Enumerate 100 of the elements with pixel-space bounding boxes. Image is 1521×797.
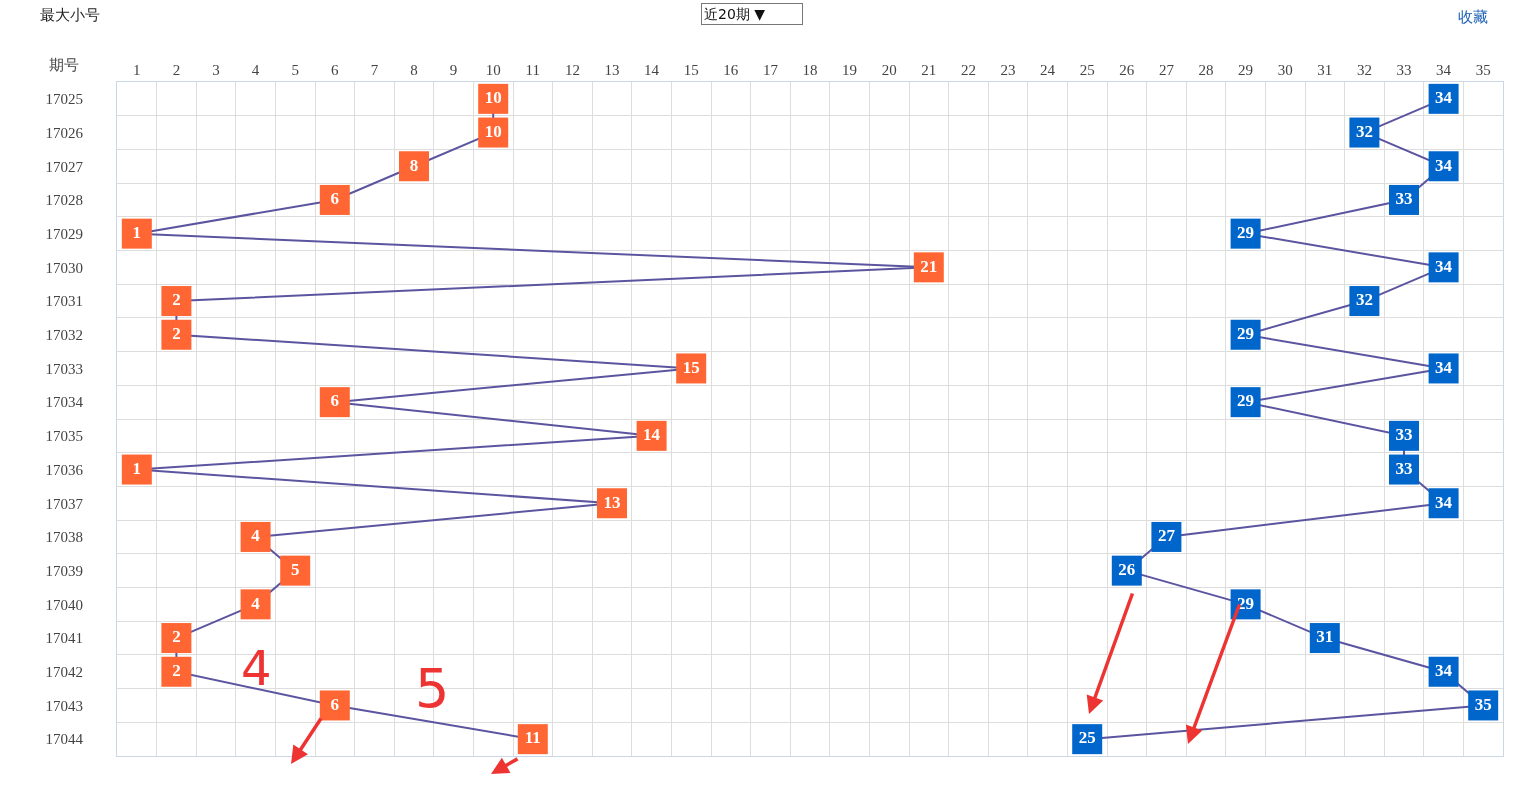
x-tick-label: 2	[172, 62, 181, 78]
point	[399, 151, 429, 182]
x-tick-label: 25	[1079, 62, 1095, 78]
data-label: 29	[1237, 391, 1255, 411]
data-label: 35	[1474, 694, 1492, 714]
data-label: 4	[251, 593, 261, 613]
y-tick-label: 17037	[45, 495, 84, 512]
x-tick-label: 28	[1198, 62, 1214, 78]
x-tick-label: 6	[331, 62, 340, 78]
x-tick-label: 14	[644, 62, 660, 78]
data-label: 34	[1435, 88, 1453, 108]
data-label: 33	[1395, 458, 1413, 478]
y-tick-label: 17042	[45, 664, 83, 680]
x-tick-label: 35	[1475, 62, 1491, 78]
data-label: 14	[643, 425, 661, 445]
data-label: 10	[484, 88, 502, 108]
x-tick-label: 20	[881, 62, 897, 78]
x-tick-label: 26	[1119, 62, 1135, 78]
data-label: 32	[1355, 121, 1373, 141]
data-label: 27	[1157, 526, 1176, 546]
annotation: 4	[241, 640, 272, 696]
x-tick-label: 8	[410, 62, 418, 78]
point	[319, 387, 350, 418]
data-label: 5	[290, 559, 300, 579]
data-label: 34	[1435, 357, 1453, 377]
x-tick-label: 5	[291, 62, 299, 78]
y-tick-label: 17034	[45, 394, 84, 411]
data-label: 4	[251, 526, 261, 546]
data-label: 6	[330, 391, 340, 411]
y-tick-label: 17029	[45, 225, 83, 242]
data-label: 34	[1435, 155, 1453, 175]
y-tick-label: 17044	[45, 731, 84, 748]
point	[161, 623, 192, 654]
y-tick-label: 17036	[45, 461, 84, 478]
y-tick-label: 17028	[45, 192, 83, 209]
y-tick-label: 17043	[45, 697, 83, 714]
x-tick-label: 17	[762, 62, 779, 78]
point	[121, 454, 152, 485]
data-label: 6	[330, 694, 340, 714]
data-label: 33	[1395, 189, 1413, 209]
text: 收藏	[1458, 8, 1488, 26]
point	[161, 656, 192, 687]
x-tick-label: 30	[1277, 62, 1293, 78]
x-tick-label: 34	[1436, 62, 1452, 78]
point	[121, 218, 152, 249]
x-tick-label: 15	[683, 62, 699, 78]
y-axis-title: 期号	[49, 56, 79, 74]
x-tick-label: 29	[1238, 62, 1254, 78]
y-tick-label: 17038	[45, 529, 83, 546]
x-tick-label: 16	[723, 62, 739, 78]
data-label: 10	[484, 121, 502, 141]
data-label: 34	[1435, 256, 1453, 276]
data-label: 1	[132, 458, 142, 478]
y-tick-label: 17030	[45, 259, 83, 276]
x-tick-label: 7	[370, 62, 379, 78]
data-label: 11	[524, 728, 541, 748]
y-tick-label: 17035	[45, 428, 83, 445]
data-label: 13	[603, 492, 621, 512]
data-label: 34	[1435, 492, 1453, 512]
y-tick-label: 17041	[45, 630, 83, 647]
data-label: 6	[330, 189, 340, 209]
x-tick-label: 32	[1356, 62, 1372, 78]
data-label: 2	[172, 324, 181, 343]
point	[161, 319, 192, 350]
data-label: 2	[172, 290, 181, 310]
y-tick-label: 17033	[45, 360, 83, 377]
chart-title: 最大小号	[40, 6, 100, 25]
data-label: 8	[409, 155, 419, 175]
y-tick-label: 17032	[45, 327, 83, 343]
data-label: 32	[1355, 290, 1373, 310]
x-tick-label: 13	[604, 62, 620, 78]
data-label: 21	[920, 256, 938, 276]
data-label: 31	[1316, 627, 1334, 647]
x-tick-label: 18	[802, 62, 818, 78]
y-tick-label: 17031	[45, 293, 83, 310]
point	[319, 690, 350, 721]
x-tick-label: 12	[564, 62, 580, 78]
point	[161, 286, 192, 317]
x-tick-label: 27	[1158, 62, 1175, 78]
data-label: 2	[172, 627, 181, 647]
x-tick-label: 11	[525, 62, 541, 78]
data-label: 29	[1237, 324, 1255, 343]
y-tick-label: 17026	[45, 124, 84, 141]
y-tick-label: 17039	[45, 562, 83, 579]
x-tick-label: 4	[251, 62, 260, 78]
y-tick-label: 17025	[45, 91, 83, 108]
x-tick-label: 33	[1396, 62, 1412, 78]
data-label: 29	[1237, 222, 1255, 242]
data-label: 34	[1435, 661, 1453, 680]
annotation: 5	[415, 657, 450, 720]
data-label: 1	[132, 222, 142, 242]
x-tick-label: 23	[1000, 62, 1016, 78]
data-label: 26	[1118, 559, 1136, 579]
x-tick-label: 3	[212, 62, 220, 78]
x-tick-label: 1	[133, 62, 141, 78]
y-tick-label: 17027	[45, 158, 84, 175]
x-tick-label: 19	[842, 62, 858, 78]
point	[280, 555, 311, 586]
y-tick-label: 17040	[45, 596, 83, 613]
x-tick-label: 10	[485, 62, 501, 78]
